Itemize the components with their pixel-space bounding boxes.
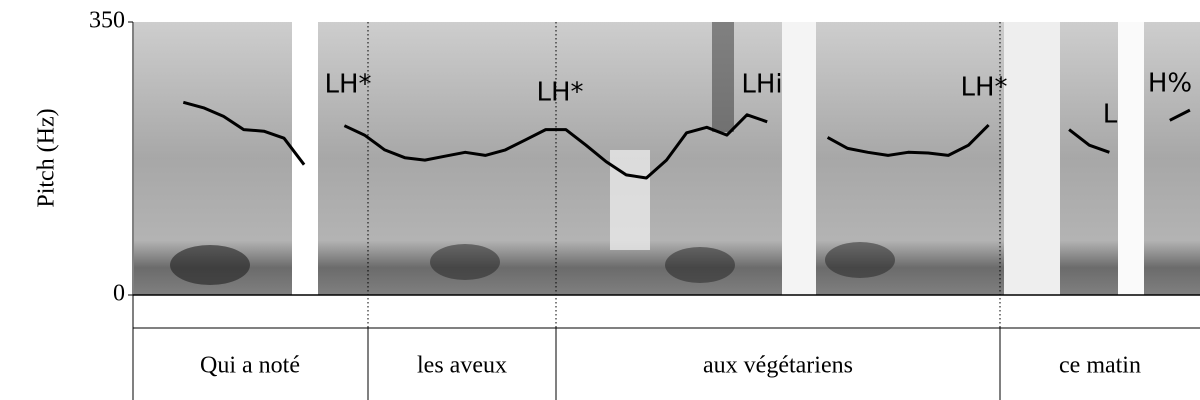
chart: Pitch (Hz) 0 350 Qui a noté les aveux aux vé… — [0, 0, 1200, 400]
tone-label: LH* — [324, 70, 371, 100]
page: {"chart_data":{"type":"line","y_label":"… — [0, 0, 1200, 400]
tier-label: aux végétariens — [703, 353, 853, 379]
tone-label: LH* — [960, 73, 1007, 103]
y-tick-label: 0 — [113, 281, 125, 307]
tone-label: H% — [1148, 69, 1192, 99]
tier-label: Qui a noté — [200, 353, 300, 379]
tone-label: LHi — [741, 70, 782, 100]
tier-label: les aveux — [417, 353, 507, 379]
tier-label: ce matin — [1059, 353, 1141, 379]
tone-label: LH* — [536, 78, 583, 108]
y-axis-label: Pitch (Hz) — [34, 108, 60, 207]
tone-label: L — [1103, 100, 1118, 130]
y-tick-label: 350 — [89, 8, 125, 34]
